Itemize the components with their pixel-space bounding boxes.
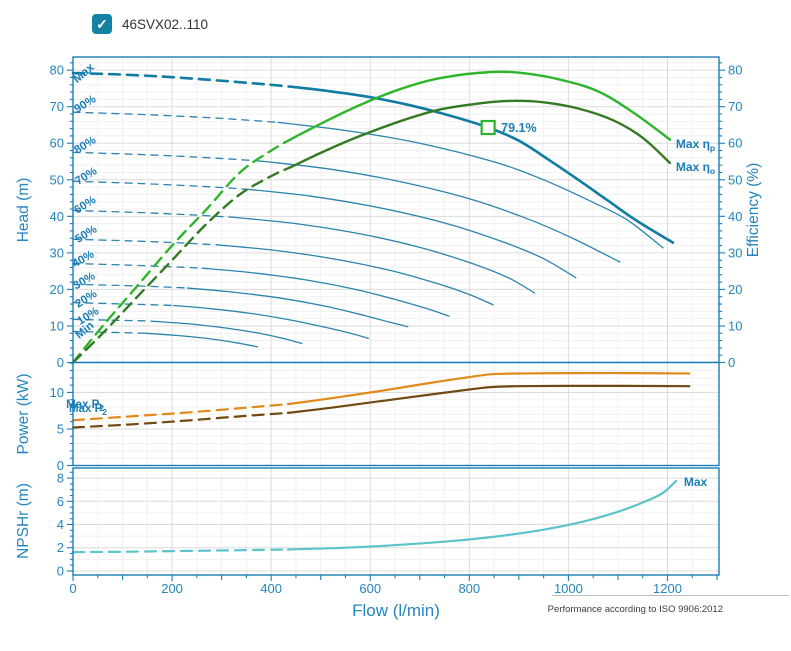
- series-speed-30: [186, 287, 409, 328]
- axis-tick-label: 400: [260, 581, 282, 596]
- axis-tick-label: 80: [728, 63, 742, 78]
- axis-tick-label: 30: [50, 245, 64, 260]
- series-speed-70: [246, 188, 577, 279]
- curve-label: Max ηo: [676, 160, 715, 176]
- main-chart-panel: 0 10 20 30 40 50 60 70 80 0 10 20 30 40 50 60 70 80 Max 90%…: [50, 56, 742, 370]
- curve-label: 80%: [72, 134, 98, 156]
- series-speed-30-dashed: [72, 283, 189, 289]
- series-speed-40: [201, 267, 450, 317]
- axis-tick-label: 0: [57, 355, 64, 370]
- series-speed-50-dashed: [72, 238, 218, 246]
- series-speed-80: [260, 160, 621, 263]
- axis-tick-label: 70: [728, 99, 742, 114]
- axis-tick-label: 70: [50, 99, 64, 114]
- axis-tick-label: 50: [50, 172, 64, 187]
- series-speed-90: [277, 121, 664, 249]
- series-speed-min-dashed: [72, 330, 146, 334]
- series-p2-nominal: [286, 384, 691, 414]
- series-speed-40-dashed: [72, 262, 203, 269]
- curve-label: 60%: [72, 194, 98, 216]
- curve-label: 70%: [73, 165, 99, 187]
- axis-tick-label: 40: [50, 209, 64, 224]
- axis-tick-label: 40: [728, 209, 742, 224]
- curve-label: 50%: [73, 223, 99, 245]
- curve-label: 90%: [72, 93, 98, 115]
- axis-tick-label: 1200: [653, 581, 682, 596]
- series-speed-90-dashed: [72, 111, 279, 124]
- curve-label: Max P2: [69, 403, 107, 417]
- curve-label: Min: [73, 320, 96, 342]
- efficiency-axis-title: Efficiency (%): [745, 163, 762, 257]
- iso-note: Performance according to ISO 9906:2012: [548, 604, 723, 615]
- curve-label: Max: [684, 475, 708, 489]
- series-p2-max: [286, 371, 691, 406]
- axis-tick-label: 8: [57, 471, 64, 486]
- npsh-chart-panel: 0 2 4 6 8 Max: [57, 467, 720, 578]
- npsh-plot-border: [72, 467, 720, 576]
- axis-tick-label: 10: [50, 318, 64, 333]
- axis-tick-label: 0: [57, 563, 64, 578]
- axis-tick-label: 20: [50, 282, 64, 297]
- series-eff-np-dashed: [71, 136, 295, 364]
- axis-tick-label: 50: [728, 172, 742, 187]
- axis-tick-label: 200: [161, 581, 183, 596]
- axis-tick-label: 0: [57, 458, 64, 473]
- series-head-max-dashed: [71, 71, 295, 89]
- series-speed-80-dashed: [72, 151, 262, 162]
- axis-tick-label: 0: [69, 581, 76, 596]
- model-checkbox[interactable]: ✓: [92, 14, 112, 34]
- axis-tick-label: 80: [50, 63, 64, 78]
- model-label[interactable]: 46SVX02..110: [122, 16, 209, 32]
- npshr-axis-title: NPSHr (m): [15, 483, 32, 559]
- axis-tick-label: 0: [728, 355, 735, 370]
- head-axis-title: Head (m): [15, 178, 32, 243]
- flow-axis: 0 200 400 600 800 1000 1200: [69, 575, 718, 596]
- series-speed-10: [157, 320, 303, 345]
- flow-axis-title: Flow (l/min): [352, 601, 440, 620]
- curve-label: Max ηp: [676, 137, 715, 153]
- curve-label: Max P2: [66, 399, 104, 413]
- legend-row: ✓ 46SVX02..110: [92, 14, 208, 34]
- series-head-max: [292, 85, 675, 244]
- series-eff-no-dashed: [71, 165, 293, 364]
- axis-tick-label: 60: [728, 136, 742, 151]
- axis-tick-label: 6: [57, 494, 64, 509]
- axis-tick-label: 20: [728, 282, 742, 297]
- series-speed-60-dashed: [72, 209, 236, 219]
- series-npshr: [286, 479, 677, 551]
- series-speed-10-dashed: [72, 318, 159, 323]
- duty-point-marker[interactable]: [480, 119, 496, 136]
- axis-tick-label: 60: [50, 136, 64, 151]
- series-npshr-dashed: [71, 548, 290, 554]
- series-speed-70-dashed: [72, 180, 249, 190]
- series-p2-max-dashed: [71, 403, 290, 422]
- axis-tick-label: 1000: [554, 581, 583, 596]
- checkmark-icon: ✓: [96, 16, 108, 32]
- series-eff-no: [289, 99, 672, 169]
- axis-tick-label: 800: [458, 581, 480, 596]
- series-speed-min: [144, 332, 258, 348]
- power-axis-title: Power (kW): [15, 374, 32, 455]
- series-speed-20: [172, 304, 369, 340]
- axis-tick-label: 600: [359, 581, 381, 596]
- series-eff-np: [292, 70, 672, 141]
- axis-tick-label: 4: [57, 517, 64, 532]
- series-speed-20-dashed: [72, 301, 175, 307]
- curve-label: Max: [70, 60, 97, 86]
- series-speed-50: [216, 244, 494, 306]
- series-p2-nominal-dashed: [71, 411, 290, 429]
- duty-point-label: 79.1%: [501, 121, 536, 135]
- axis-tick-label: 10: [728, 318, 742, 333]
- series-speed-60: [233, 216, 536, 294]
- axis-tick-label: 5: [57, 421, 64, 436]
- axis-tick-label: 10: [50, 385, 64, 400]
- axis-tick-label: 2: [57, 540, 64, 555]
- axis-tick-label: 30: [728, 245, 742, 260]
